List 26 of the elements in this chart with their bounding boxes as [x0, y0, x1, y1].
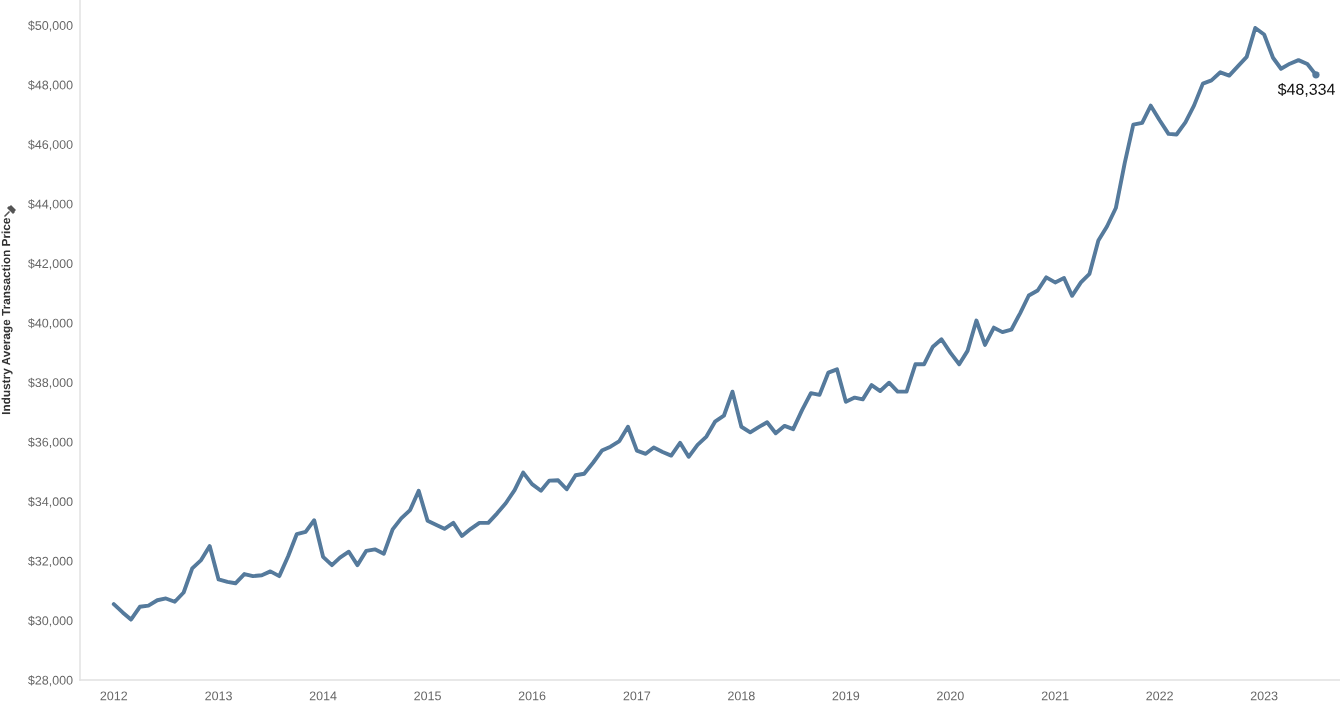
data-label: $48,334 — [1277, 82, 1335, 97]
y-tick-label: $30,000 — [28, 615, 73, 627]
y-tick-label: $46,000 — [28, 139, 73, 151]
x-tick-label: 2018 — [728, 691, 755, 701]
y-tick-label: $28,000 — [28, 675, 73, 687]
y-tick-label: $42,000 — [28, 258, 73, 270]
y-tick-label: $40,000 — [28, 318, 73, 330]
x-tick-label: 2015 — [414, 691, 441, 701]
y-tick-label: $36,000 — [28, 437, 73, 449]
x-tick-label: 2019 — [832, 691, 860, 701]
y-tick-label: $34,000 — [28, 496, 73, 508]
x-tick-label: 2022 — [1146, 691, 1173, 701]
x-tick-label: 2012 — [100, 691, 128, 701]
y-tick-label: $48,000 — [28, 80, 73, 91]
y-tick-label: $32,000 — [28, 556, 73, 568]
x-tick-label: 2016 — [518, 691, 546, 701]
x-tick-label: 2017 — [623, 691, 651, 701]
y-axis-title: Industry Average Transaction Price — [1, 217, 13, 415]
x-tick-label: 2023 — [1250, 691, 1278, 701]
y-tick-label: $38,000 — [28, 377, 73, 389]
y-tick-label: $50,000 — [28, 20, 73, 32]
x-tick-label: 2021 — [1041, 691, 1069, 701]
y-tick-label: $44,000 — [28, 199, 73, 210]
x-tick-label: 2013 — [205, 691, 232, 701]
x-tick-label: 2014 — [309, 691, 337, 701]
x-tick-label: 2020 — [937, 691, 964, 701]
